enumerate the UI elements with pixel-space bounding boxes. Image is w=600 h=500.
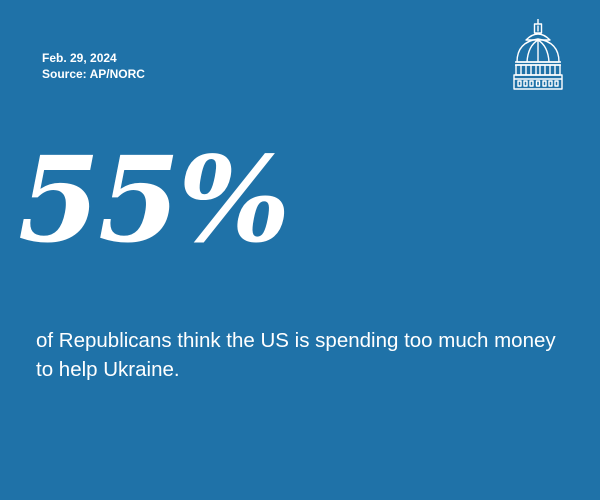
source-label: Source: AP/NORC <box>42 67 145 81</box>
capitol-dome-icon <box>513 19 563 90</box>
headline-statistic: 55% <box>18 130 290 269</box>
statistic-description: of Republicans think the US is spending … <box>36 329 556 381</box>
meta-info: Feb. 29, 2024 Source: AP/NORC <box>42 50 145 82</box>
date-label: Feb. 29, 2024 <box>42 51 117 65</box>
